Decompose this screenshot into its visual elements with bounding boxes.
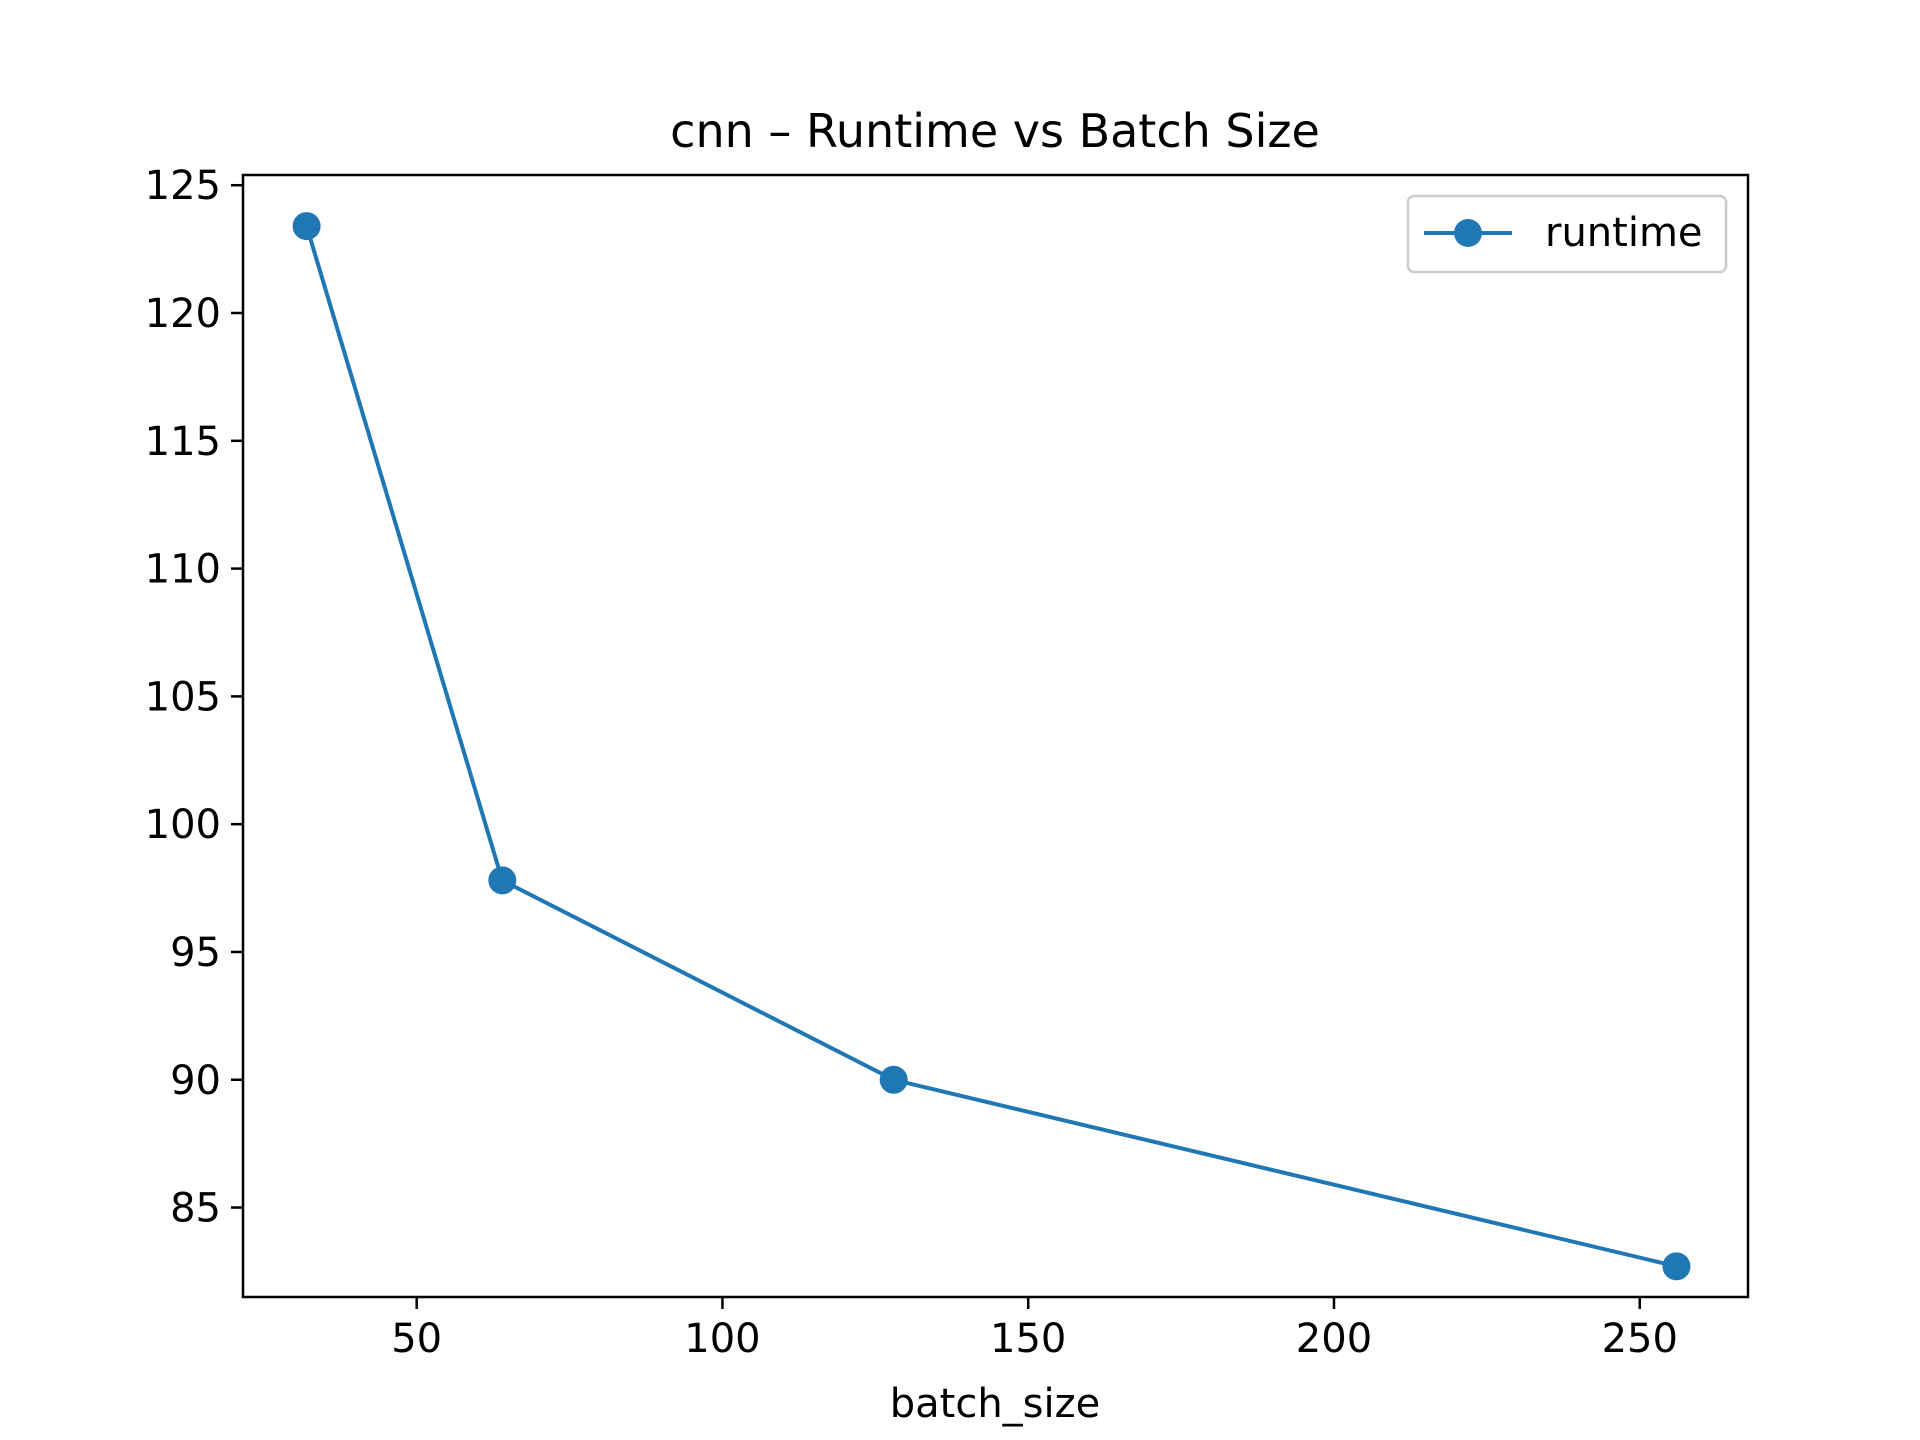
x-axis-label: batch_size (890, 1381, 1101, 1427)
legend: runtime (1406, 194, 1728, 274)
y-tick-label: 85 (170, 1186, 221, 1232)
data-point (488, 866, 517, 895)
legend-box (1406, 194, 1728, 274)
y-tick-label: 110 (145, 547, 221, 593)
y-tick-label: 120 (145, 291, 221, 337)
x-tick-label: 100 (684, 1316, 760, 1362)
plot-marks (292, 212, 1691, 1281)
x-axis-ticks: 50 100 150 200 250 (391, 1297, 1678, 1362)
y-tick-label: 95 (170, 930, 221, 976)
chart-title: cnn – Runtime vs Batch Size (670, 104, 1320, 158)
x-tick-label: 200 (1296, 1316, 1372, 1362)
x-tick-label: 50 (391, 1316, 442, 1362)
plot-frame (241, 173, 1750, 1299)
legend-marker-swatch (1454, 219, 1482, 247)
x-tick-label: 250 (1602, 1316, 1678, 1362)
y-tick-label: 105 (145, 674, 221, 720)
data-point (1662, 1252, 1691, 1281)
x-tick-label: 150 (990, 1316, 1066, 1362)
y-tick-label: 90 (170, 1058, 221, 1104)
y-tick-label: 125 (145, 163, 221, 209)
data-point (879, 1065, 908, 1094)
y-tick-label: 115 (145, 419, 221, 465)
legend-label-runtime: runtime (1545, 210, 1703, 256)
y-tick-label: 100 (145, 802, 221, 848)
data-point (292, 212, 321, 241)
y-axis-ticks: 85 90 95 100 105 110 115 120 125 (145, 163, 243, 1232)
series-line-runtime (304, 223, 1679, 1269)
